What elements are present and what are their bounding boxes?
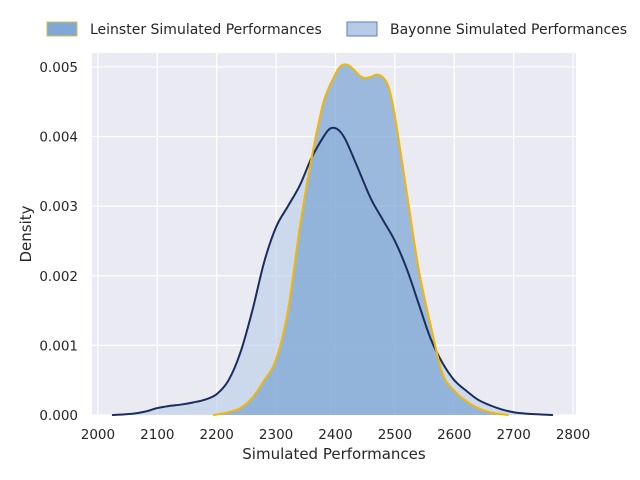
y-tick-label: 0.001 (39, 338, 78, 354)
legend-swatch-bayonne (346, 21, 378, 37)
y-tick-label: 0.000 (39, 408, 78, 424)
leinster-density-line (212, 63, 509, 416)
y-axis-label: Density (17, 205, 35, 262)
x-tick-label: 2800 (556, 427, 590, 443)
x-tick-label: 2300 (259, 427, 293, 443)
series-layer (111, 63, 554, 416)
x-tick-label: 2500 (378, 427, 412, 443)
x-tick-label: 2600 (437, 427, 471, 443)
x-tick-label: 2000 (81, 427, 115, 443)
legend-label-bayonne: Bayonne Simulated Performances (390, 22, 627, 38)
legend: Leinster Simulated Performances Bayonne … (46, 21, 627, 38)
legend-label-leinster: Leinster Simulated Performances (90, 22, 322, 38)
x-tick-label: 2200 (200, 427, 234, 443)
y-tick-label: 0.004 (39, 130, 78, 146)
legend-swatch-leinster (46, 21, 78, 37)
x-tick-label: 2700 (496, 427, 530, 443)
x-tick-label: 2100 (140, 427, 174, 443)
leinster-density-area (213, 64, 508, 416)
y-tick-label: 0.003 (39, 199, 78, 215)
tick-labels: 2000 2100 2200 2300 2400 2500 2600 2700 2800 0.00… (39, 60, 590, 443)
y-tick-label: 0.005 (39, 60, 78, 76)
y-tick-label: 0.002 (39, 269, 78, 285)
x-tick-label: 2400 (318, 427, 352, 443)
x-axis-label: Simulated Performances (242, 445, 426, 463)
bayonne-density-line (111, 126, 554, 416)
